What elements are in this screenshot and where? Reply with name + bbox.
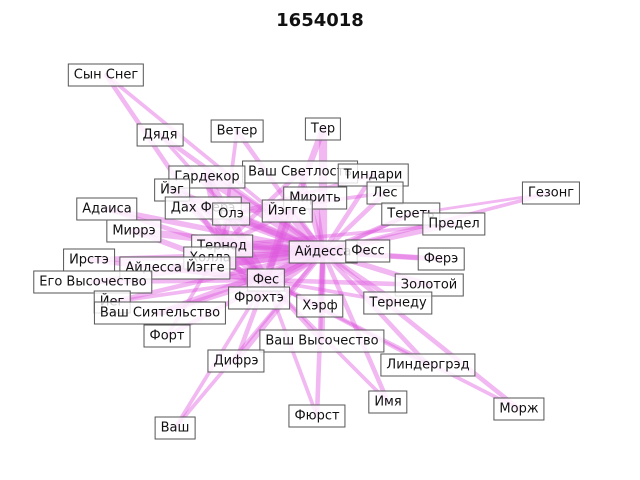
node-les: Лес [366,181,404,205]
edge-vash-svetlost-ternod [219,169,303,249]
node-veter: Ветер [210,119,264,143]
edge-dyadya-aidessa [157,132,326,255]
edge-ieg2-fes [110,278,268,304]
node-tindari: Тиндари [337,163,409,187]
node-fort: Форт [143,324,191,348]
edge-veter-ternod [220,129,239,248]
edge-imya-aidessa [320,249,391,405]
node-frokhte: Фрохтэ [228,286,290,310]
node-terf: Хэрф [296,294,344,318]
node-imya: Имя [368,390,408,414]
node-morzh: Морж [493,397,545,421]
node-difre: Дифрэ [207,349,265,373]
node-ter: Тер [304,117,342,141]
edge-predel-ternod [220,222,456,248]
node-iegge: Йэггe [261,199,313,223]
node-vash-siyatelstvo: Ваш Сиятельство [93,301,227,325]
edge-veter-aidessa [234,128,326,255]
node-vash: Ваш [154,416,196,440]
node-ternedu: Тернеду [363,291,433,315]
node-irste: Ирстэ [63,248,115,272]
edge-lindergred-fes [264,278,430,367]
node-syn-sneg: Сын Снег [67,63,145,87]
edge-adaisa-aidessa [104,206,326,255]
node-lindergred: Линдергрэд [380,353,476,377]
edge-syn-sneg-aidessa [104,73,325,254]
node-fyurst: Фюрст [288,404,346,428]
node-predel: Предел [422,212,486,236]
node-mirre: Миррэ [106,219,162,243]
edge-morzh-aidessa [320,249,522,412]
node-zolotoi: Золотой [394,273,464,297]
node-gezong: Гезонг [521,181,581,205]
node-vash-vysochestvo: Ваш Высочество [259,329,385,353]
edge-tindari-aidessa [320,172,376,255]
node-dyadya: Дядя [136,123,184,147]
edge-gardekor-fes [203,173,270,284]
node-ole: Олэ [212,202,250,226]
node-ieg: Йэг [154,178,190,202]
node-adaisa: Адаиса [76,197,138,221]
graph-title: 1654018 [276,10,364,31]
node-fess: Фесс [345,239,391,263]
node-aidessa: Айдесса [288,240,358,264]
node-fere: Ферэ [417,247,465,271]
node-ego-vysochestvo: Его Высочество [33,270,153,294]
edge-vash-aidessa [173,250,325,430]
